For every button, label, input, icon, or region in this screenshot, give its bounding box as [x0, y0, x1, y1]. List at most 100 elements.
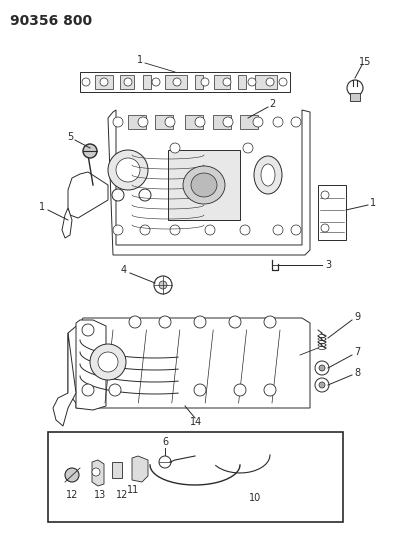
Circle shape	[194, 316, 206, 328]
Circle shape	[223, 78, 231, 86]
Polygon shape	[132, 456, 148, 482]
Ellipse shape	[183, 166, 225, 204]
Bar	[213, 115, 231, 129]
Polygon shape	[53, 333, 76, 426]
Circle shape	[319, 382, 325, 388]
Bar	[350, 93, 360, 101]
Text: 13: 13	[94, 490, 106, 500]
Circle shape	[112, 189, 124, 201]
Polygon shape	[68, 172, 108, 218]
Circle shape	[240, 225, 250, 235]
Bar	[155, 115, 173, 129]
Circle shape	[253, 117, 263, 127]
Circle shape	[234, 384, 246, 396]
Ellipse shape	[191, 173, 217, 197]
Circle shape	[248, 78, 256, 86]
Text: 11: 11	[127, 485, 139, 495]
Bar	[214, 75, 230, 89]
Text: 9: 9	[354, 312, 360, 322]
Circle shape	[201, 78, 209, 86]
Bar	[48, 432, 343, 522]
Text: 6: 6	[162, 437, 168, 447]
Bar	[95, 75, 113, 89]
Circle shape	[159, 316, 171, 328]
Text: 10: 10	[249, 493, 261, 503]
Polygon shape	[68, 318, 310, 408]
Circle shape	[223, 117, 233, 127]
Circle shape	[113, 225, 123, 235]
Text: 1: 1	[370, 198, 376, 208]
Circle shape	[65, 468, 79, 482]
Circle shape	[291, 117, 301, 127]
Circle shape	[116, 158, 140, 182]
Circle shape	[319, 365, 325, 371]
Text: 3: 3	[325, 260, 331, 270]
Text: 7: 7	[354, 347, 360, 357]
Circle shape	[159, 456, 171, 468]
Circle shape	[139, 189, 151, 201]
Bar	[168, 150, 240, 220]
Circle shape	[279, 78, 287, 86]
Circle shape	[321, 191, 329, 199]
Circle shape	[347, 80, 363, 96]
Circle shape	[83, 144, 97, 158]
Polygon shape	[62, 208, 72, 238]
Bar	[185, 115, 203, 129]
Circle shape	[98, 352, 118, 372]
Text: 2: 2	[269, 99, 275, 109]
Ellipse shape	[254, 156, 282, 194]
Ellipse shape	[261, 164, 275, 186]
Circle shape	[154, 276, 172, 294]
Bar	[195, 75, 203, 89]
Bar	[240, 115, 258, 129]
Bar	[165, 75, 187, 89]
Text: 14: 14	[190, 417, 202, 427]
Circle shape	[108, 150, 148, 190]
Circle shape	[273, 225, 283, 235]
Circle shape	[140, 225, 150, 235]
Text: 1: 1	[39, 202, 45, 212]
Bar	[80, 72, 290, 92]
Circle shape	[113, 117, 123, 127]
Circle shape	[205, 225, 215, 235]
Text: 4: 4	[121, 265, 127, 275]
Polygon shape	[112, 462, 122, 478]
Bar	[318, 185, 346, 240]
Circle shape	[159, 281, 167, 289]
Text: 1: 1	[137, 55, 143, 65]
Circle shape	[273, 117, 283, 127]
Circle shape	[173, 78, 181, 86]
Circle shape	[129, 316, 141, 328]
Circle shape	[315, 378, 329, 392]
Circle shape	[291, 225, 301, 235]
Text: 90356 800: 90356 800	[10, 14, 92, 28]
Circle shape	[194, 384, 206, 396]
Polygon shape	[76, 320, 106, 410]
Text: 15: 15	[359, 57, 371, 67]
Bar	[143, 75, 151, 89]
Circle shape	[90, 344, 126, 380]
Bar	[128, 115, 146, 129]
Circle shape	[82, 324, 94, 336]
Circle shape	[321, 224, 329, 232]
Bar	[120, 75, 134, 89]
Circle shape	[100, 78, 108, 86]
Bar	[238, 75, 246, 89]
Circle shape	[195, 117, 205, 127]
Circle shape	[266, 78, 274, 86]
Circle shape	[243, 143, 253, 153]
Text: 12: 12	[116, 490, 128, 500]
Circle shape	[170, 143, 180, 153]
Circle shape	[170, 225, 180, 235]
Circle shape	[152, 78, 160, 86]
Circle shape	[229, 316, 241, 328]
Circle shape	[264, 316, 276, 328]
Text: 12: 12	[66, 490, 78, 500]
Circle shape	[138, 117, 148, 127]
Circle shape	[264, 384, 276, 396]
Circle shape	[124, 78, 132, 86]
Circle shape	[109, 384, 121, 396]
Polygon shape	[92, 460, 104, 486]
Text: 8: 8	[354, 368, 360, 378]
Circle shape	[82, 78, 90, 86]
